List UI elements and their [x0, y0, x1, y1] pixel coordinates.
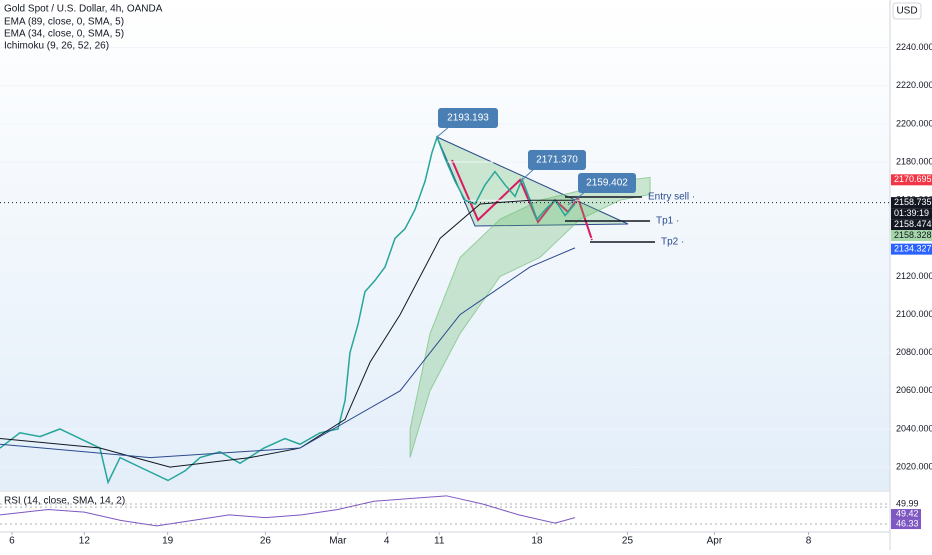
- series-line: [0, 199, 575, 468]
- x-tick-label: 11: [434, 536, 445, 547]
- x-tick-label: 19: [162, 536, 174, 547]
- x-tick-label: 18: [531, 536, 543, 547]
- rsi-marker: [891, 499, 921, 510]
- price-pane: [0, 0, 890, 490]
- legend-indicator: Ichimoku (9, 26, 52, 26): [4, 41, 109, 52]
- x-tick-label: 6: [9, 536, 15, 547]
- y-tick-label: 2060.000: [896, 385, 932, 395]
- legend-indicator: EMA (34, close, 0, SMA, 5): [4, 29, 124, 40]
- legend-title: Gold Spot / U.S. Dollar, 4h, OANDA: [4, 4, 163, 15]
- currency-button[interactable]: [892, 2, 922, 20]
- rsi-marker: [891, 519, 921, 530]
- price-marker: [891, 174, 932, 186]
- series-line: [0, 135, 576, 485]
- callout-label: 2193.193: [447, 113, 489, 124]
- price-marker-label: 2158.328: [894, 230, 932, 240]
- y-tick-label: 2180.000: [896, 156, 932, 166]
- y-tick-label: 2200.000: [896, 118, 932, 128]
- level-label: Tp2 ·: [661, 237, 684, 248]
- countdown: 01:39:19: [894, 208, 929, 218]
- countdown-box: [891, 208, 932, 220]
- y-tick-label: 2040.000: [896, 423, 932, 433]
- callout: 2171.370: [521, 150, 586, 181]
- y-tick-label: 2100.000: [896, 309, 932, 319]
- x-tick-label: 12: [79, 536, 91, 547]
- x-tick-label: 25: [622, 536, 634, 547]
- y-tick-label: 2220.000: [896, 80, 932, 90]
- price-marker-label: 2170.695: [894, 174, 932, 184]
- legend-indicator: EMA (89, close, 0, SMA, 5): [4, 17, 124, 28]
- currency[interactable]: USD: [896, 6, 917, 17]
- rsi-line: [0, 495, 576, 527]
- x-tick-label: 4: [384, 536, 390, 547]
- rsi-title: RSI (14, close, SMA, 14, 2): [4, 496, 125, 507]
- price-marker: [891, 243, 932, 255]
- y-tick-label: 2120.000: [896, 271, 932, 281]
- rsi-marker-label: 49.42: [896, 508, 919, 518]
- rsi-marker: [891, 509, 921, 520]
- price-marker-label: 2134.327: [894, 244, 932, 254]
- x-tick-label: Apr: [707, 536, 723, 547]
- callout: 2193.193: [436, 108, 498, 138]
- x-tick-label: 8: [806, 536, 812, 547]
- rsi-marker-label: 46.33: [896, 518, 919, 528]
- price-marker: [891, 197, 932, 209]
- x-tick-label: 26: [260, 536, 272, 547]
- callout-label: 2159.402: [586, 178, 628, 189]
- y-tick-label: 2240.000: [896, 42, 932, 52]
- y-tick-label: 2020.000: [896, 461, 932, 471]
- price-marker-label: 2158.474: [894, 219, 932, 229]
- rsi-marker-label: 49.99: [896, 498, 919, 508]
- callout: 2159.402: [567, 173, 636, 206]
- callout-label: 2171.370: [536, 155, 578, 166]
- price-marker: [891, 219, 932, 231]
- price-marker-label: 2158.735: [894, 197, 932, 207]
- y-tick-label: 2080.000: [896, 347, 932, 357]
- series-line: [0, 247, 576, 459]
- level-label: Entry sell ·: [648, 192, 695, 203]
- price-marker: [891, 230, 932, 242]
- x-tick-label: Mar: [329, 536, 347, 547]
- level-label: Tp1 ·: [656, 216, 679, 227]
